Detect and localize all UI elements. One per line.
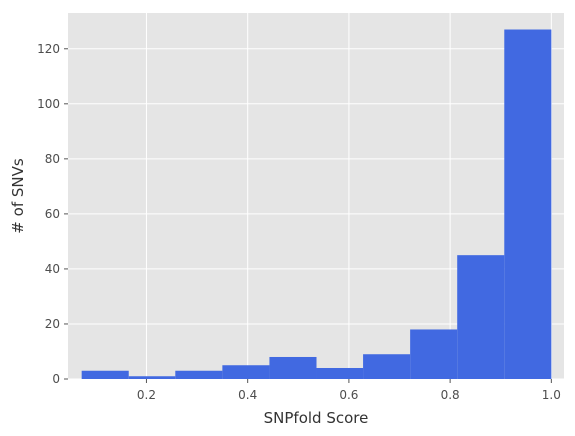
histogram-bar: [269, 356, 317, 379]
x-tick-label: 0.8: [441, 388, 460, 402]
histogram-bar: [175, 370, 223, 379]
y-tick-label: 20: [45, 317, 60, 331]
y-tick-label: 100: [37, 97, 60, 111]
y-tick-label: 0: [52, 372, 60, 386]
x-tick-label: 0.4: [238, 388, 257, 402]
histogram-bars: [81, 29, 552, 379]
histogram-bar: [222, 365, 270, 379]
histogram-bar: [504, 29, 552, 379]
histogram-bar: [81, 370, 129, 379]
x-axis-label: SNPfold Score: [264, 409, 369, 427]
y-tick-label: 60: [45, 207, 60, 221]
histogram-bar: [128, 376, 176, 379]
x-tick-label: 0.2: [137, 388, 156, 402]
histogram-bar: [316, 367, 364, 379]
y-tick-label: 120: [37, 42, 60, 56]
y-axis-ticks: 0 20 40 60 80 100 120: [37, 42, 68, 386]
histogram-bar: [457, 255, 505, 379]
x-tick-label: 0.6: [339, 388, 358, 402]
x-axis-ticks: 0.2 0.4 0.6 0.8 1.0: [137, 379, 561, 402]
x-tick-label: 1.0: [542, 388, 561, 402]
y-tick-label: 40: [45, 262, 60, 276]
y-tick-label: 80: [45, 152, 60, 166]
grid-lines: [68, 13, 564, 380]
histogram-bar: [363, 354, 411, 379]
histogram-bar: [410, 329, 458, 379]
y-axis-label: # of SNVs: [9, 158, 27, 234]
